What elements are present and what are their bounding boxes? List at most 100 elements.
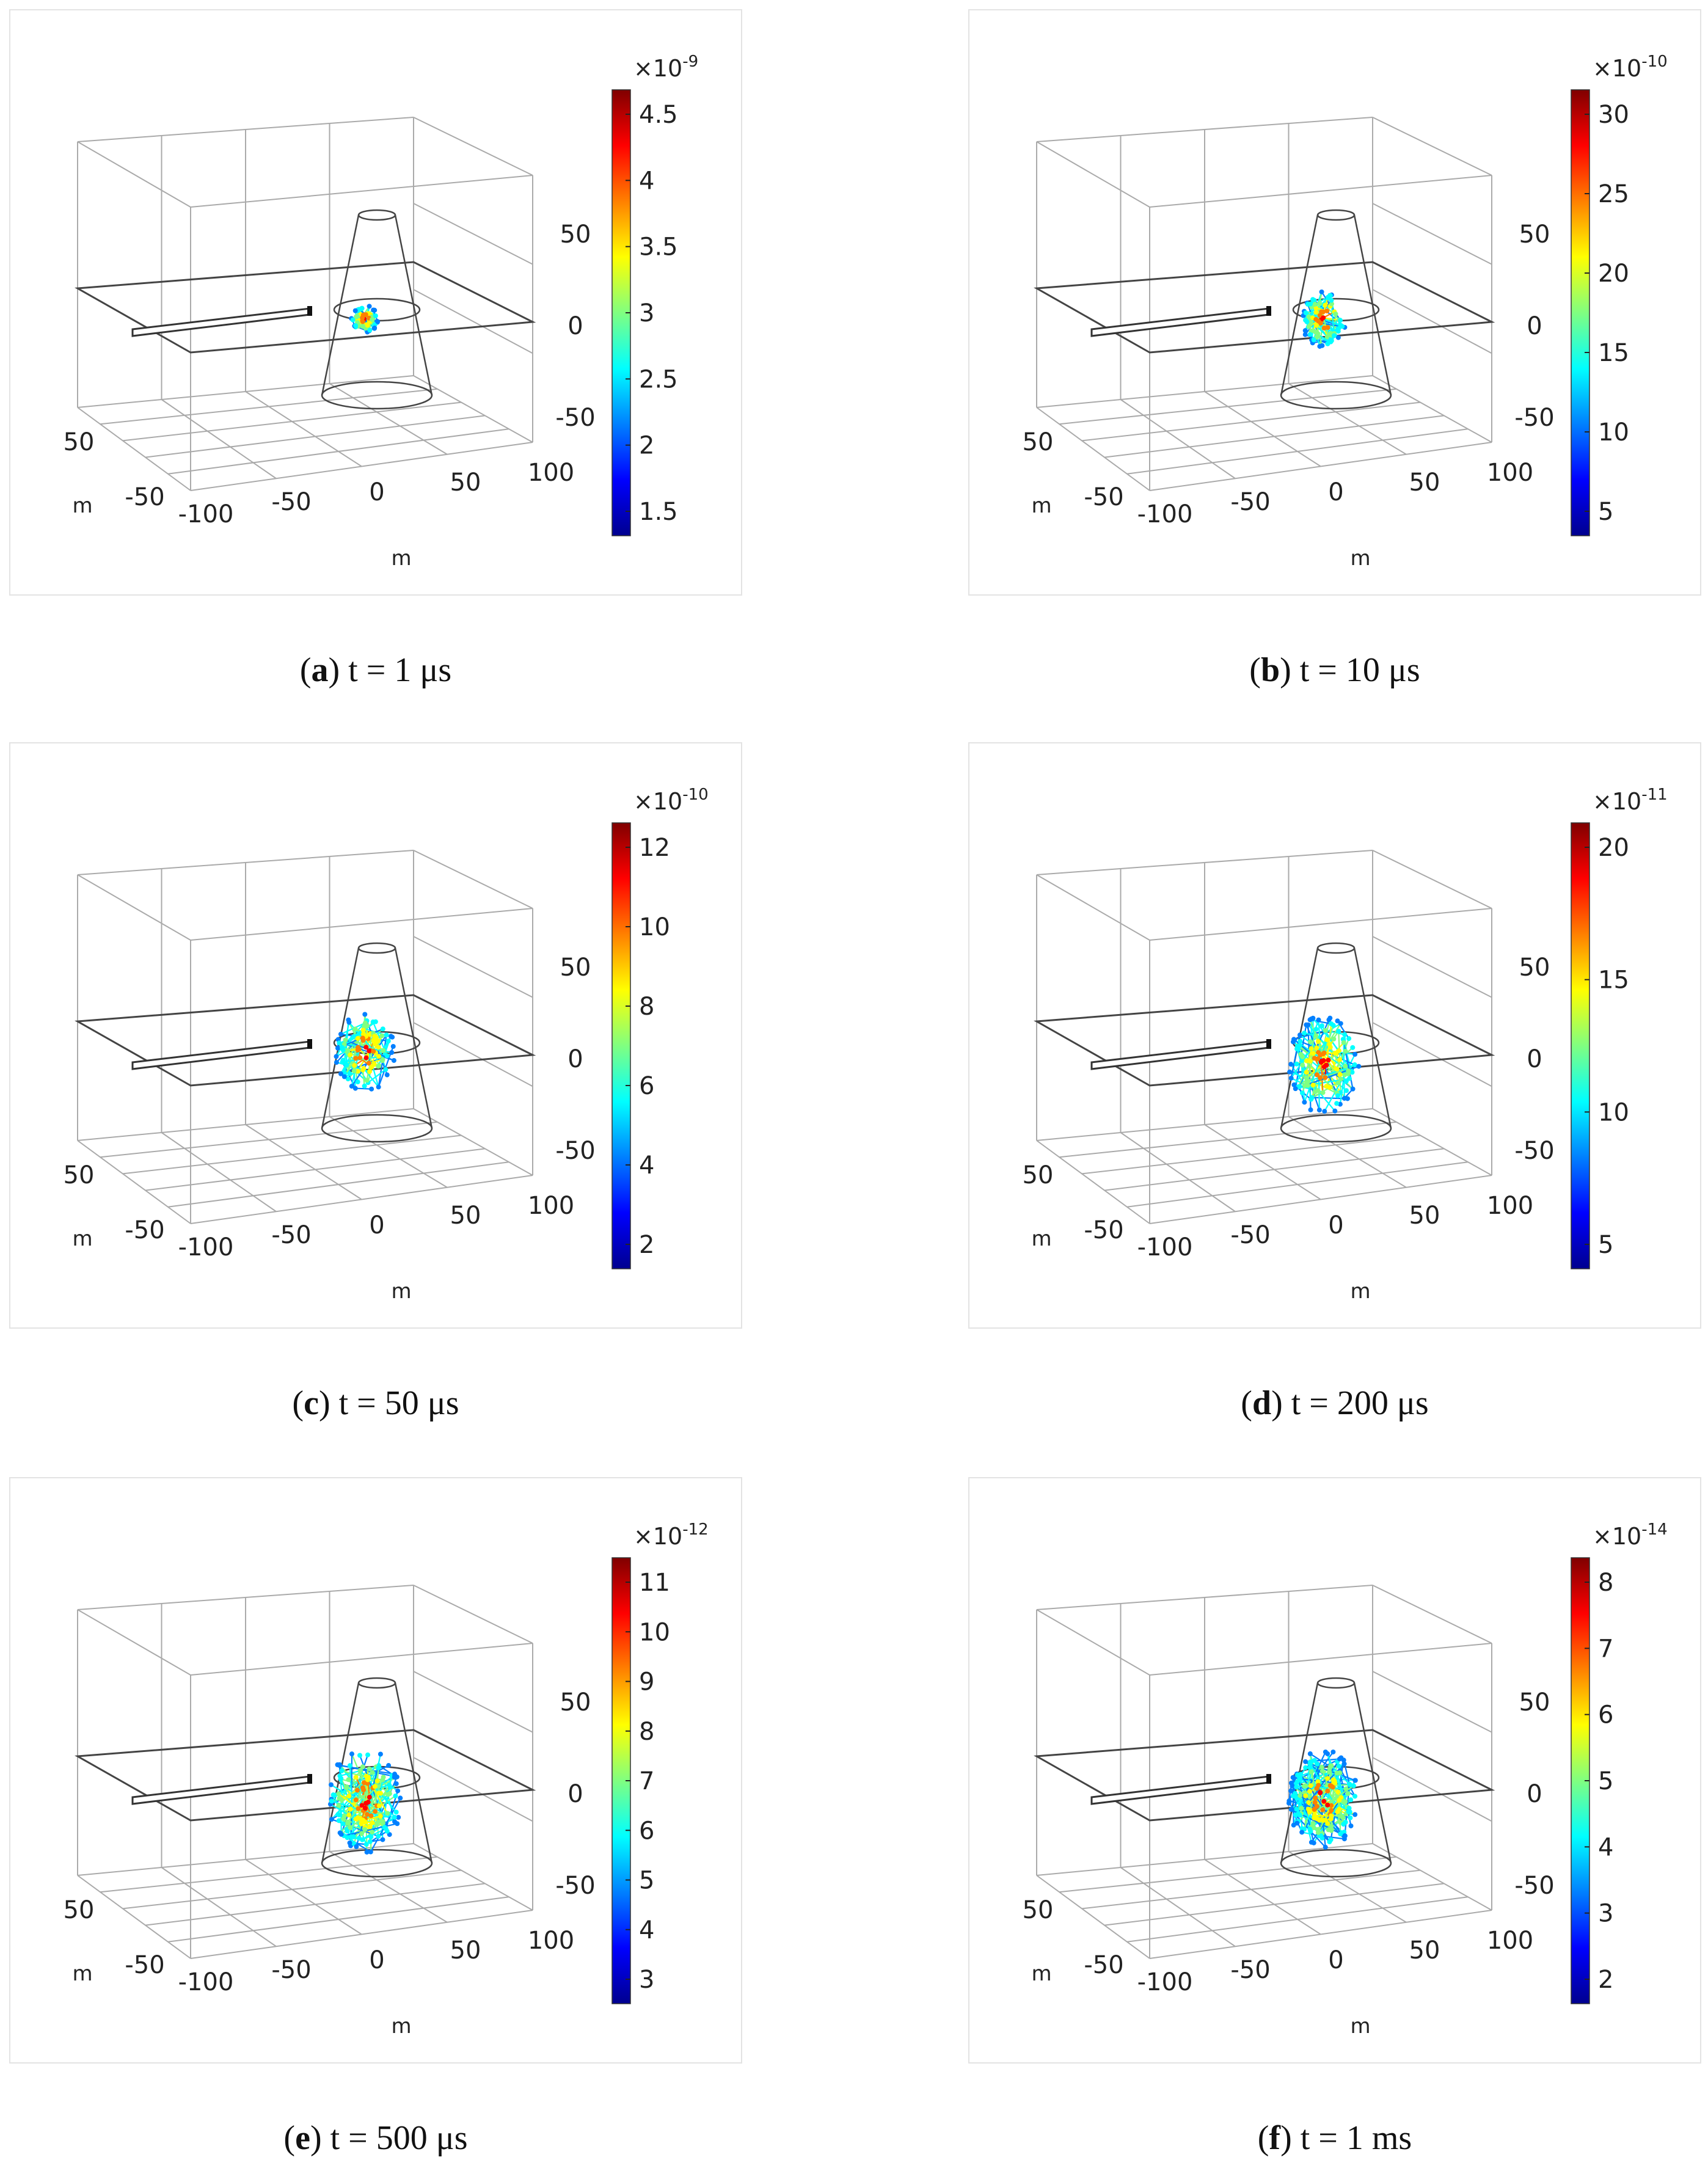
mesh-node: [1310, 1051, 1316, 1056]
mesh-node: [370, 1019, 376, 1024]
color-bar-exponent: ×10-14: [1593, 1520, 1668, 1550]
color-bar-exponent: ×10-11: [1593, 786, 1668, 815]
mesh-node: [1341, 1040, 1346, 1045]
concentration-cloud: [1286, 1749, 1358, 1850]
mesh-node: [355, 1079, 360, 1085]
mesh-node: [1308, 320, 1314, 326]
mesh-node: [372, 325, 378, 330]
mesh-node: [1337, 1071, 1343, 1077]
grid-line: [329, 1851, 448, 1923]
color-bar-tick-label: 1.5: [639, 498, 678, 526]
x-axis-unit: m: [1350, 1279, 1370, 1304]
mesh-node: [353, 1797, 359, 1803]
mesh-node: [387, 1791, 392, 1797]
mesh-node: [1308, 1096, 1314, 1101]
concentration-cloud: [1287, 1015, 1362, 1114]
mesh-node: [1299, 1806, 1304, 1811]
mesh-node: [1303, 1075, 1308, 1081]
mesh-node: [1336, 1764, 1341, 1769]
y-tick-label: 50: [64, 428, 95, 456]
mesh-node: [1324, 1037, 1330, 1043]
caption-time: t = 50 μs: [330, 1384, 459, 1422]
mesh-node: [1303, 310, 1308, 316]
caption-time: t = 200 μs: [1282, 1384, 1429, 1422]
color-bar-exponent: ×10-10: [633, 786, 709, 815]
y-tick-label: 50: [64, 1161, 95, 1189]
plot-3d-c: -100 -50 0 50 100 m 50 -50 m 50 0 -50 ×10-10 12 10 8 6 4 2: [64, 786, 709, 1304]
box-edge: [1036, 407, 1150, 491]
mesh-node: [376, 1765, 381, 1770]
mesh-node: [362, 1012, 368, 1017]
mesh-node: [1334, 1067, 1340, 1072]
mesh-node: [1297, 1032, 1302, 1038]
z-tick-label: 50: [1519, 221, 1550, 249]
mesh-node: [1307, 1759, 1313, 1765]
mesh-node: [1323, 1027, 1328, 1033]
x-tick-label: 50: [1409, 1202, 1440, 1230]
mesh-node: [346, 1812, 352, 1818]
mesh-edge: [343, 1823, 398, 1837]
bounding-box-grid: [1036, 850, 1492, 1224]
mesh-node: [1300, 1054, 1305, 1059]
mesh-node: [330, 1792, 336, 1798]
concentration-cloud: [334, 1012, 396, 1092]
mesh-node: [1335, 1080, 1341, 1086]
mesh-node: [1325, 325, 1330, 330]
ground-plane: [1033, 261, 1495, 354]
mesh-node: [1350, 1045, 1356, 1050]
bounding-box-grid: [77, 117, 533, 491]
mesh-node: [1299, 1830, 1305, 1835]
mesh-edge: [367, 1068, 386, 1084]
z-tick-label: 0: [568, 1780, 583, 1808]
color-bar-tick-label: 10: [639, 1618, 670, 1646]
mesh-node: [353, 323, 359, 329]
bounding-box-grid: [1036, 117, 1492, 491]
grid-line: [329, 383, 448, 455]
mesh-node: [329, 1817, 334, 1822]
mesh-node: [376, 1084, 381, 1090]
mesh-node: [347, 1840, 352, 1845]
grid-line: [245, 391, 362, 467]
mesh-edge: [1336, 1038, 1350, 1070]
mesh-node: [1316, 1049, 1321, 1055]
color-bar-tick-label: 3.5: [639, 233, 678, 261]
z-tick-label: 0: [1527, 312, 1542, 340]
color-bar-tick-label: 3: [639, 299, 654, 327]
mesh-node: [1302, 328, 1308, 334]
box-edge: [1036, 1140, 1150, 1224]
x-axis-unit: m: [1350, 546, 1370, 571]
plot-panel-c: -100 -50 0 50 100 m 50 -50 m 50 0 -50 ×10-10 12 10 8 6 4 2: [9, 742, 742, 1329]
mesh-node: [385, 1038, 391, 1044]
mesh-node: [1329, 1823, 1334, 1829]
mesh-node: [375, 319, 381, 324]
color-bar-tick-label: 6: [1598, 1701, 1613, 1729]
tunnel-rod: [131, 307, 311, 337]
z-tick-label: -50: [555, 1137, 595, 1165]
mesh-node: [1325, 1776, 1330, 1781]
mesh-node: [1315, 1761, 1320, 1767]
mesh-node: [1343, 1048, 1348, 1054]
mesh-node: [354, 314, 359, 319]
color-bar-tick-label: 5: [1598, 1767, 1613, 1795]
mesh-node: [367, 1824, 373, 1830]
y-tick-label: 50: [1023, 428, 1054, 456]
color-bar-tick-label: 6: [639, 1072, 654, 1100]
mesh-node: [1307, 1809, 1312, 1815]
mesh-node: [1352, 1778, 1358, 1783]
mesh-node: [339, 1768, 345, 1773]
x-tick-label: -50: [1230, 488, 1270, 516]
mesh-node: [368, 1813, 374, 1819]
mesh-node: [359, 1831, 365, 1836]
mesh-node: [345, 1819, 350, 1825]
mesh-node: [392, 1773, 398, 1779]
mesh-node: [367, 1048, 372, 1054]
box-edge: [190, 908, 533, 941]
mesh-node: [1293, 1812, 1298, 1817]
mesh-node: [365, 1752, 371, 1757]
color-bar-tick-label: 4: [639, 1916, 654, 1944]
mesh-edge: [1304, 1039, 1328, 1103]
grid-line: [1204, 391, 1321, 467]
mesh-node: [1305, 301, 1310, 307]
color-bar-tick-label: 10: [1598, 1098, 1629, 1126]
mesh-node: [1343, 1064, 1348, 1069]
